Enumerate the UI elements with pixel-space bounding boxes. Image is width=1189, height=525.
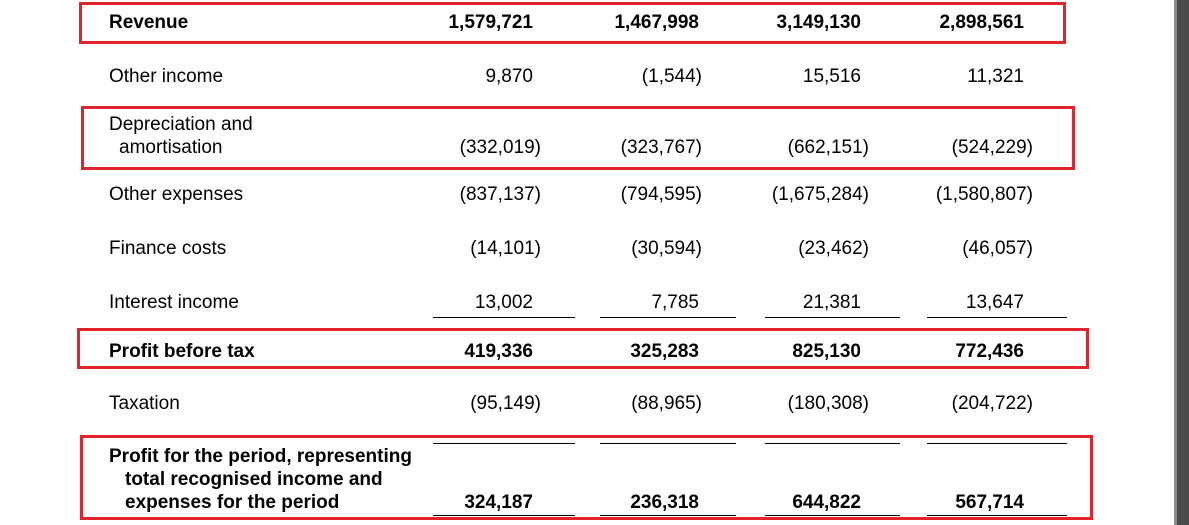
taxation-label: Taxation [109, 393, 180, 414]
other-income-value-3: 15,516 [802, 66, 861, 87]
other-expenses-value-2: (794,595) [620, 184, 702, 205]
finance-costs-value-4: (46,057) [962, 238, 1033, 259]
taxation-value-2: (88,965) [631, 393, 702, 414]
total-rule-4 [927, 443, 1067, 444]
profit-before-tax-value-3: 825,130 [792, 341, 861, 362]
other-expenses-value-3: (1,675,284) [771, 184, 869, 205]
grand-total-rule-2 [600, 515, 736, 516]
profit-before-tax-value-1: 419,336 [464, 341, 533, 362]
highlight-box-depreciation [81, 106, 1075, 170]
finance-costs-label: Finance costs [109, 238, 227, 259]
profit-for-period-label-line-3: expenses for the period [125, 492, 340, 513]
subtotal-rule-2 [600, 317, 736, 318]
other-income-value-4: 11,321 [967, 66, 1024, 87]
profit-before-tax-label: Profit before tax [109, 341, 255, 362]
profit-before-tax-value-2: 325,283 [630, 341, 699, 362]
interest-income-label: Interest income [109, 292, 239, 313]
interest-income-value-2: 7,785 [651, 292, 699, 313]
other-income-value-2: (1,544) [641, 66, 702, 87]
finance-costs-value-1: (14,101) [470, 238, 541, 259]
revenue-label: Revenue [109, 12, 189, 33]
viewer-scroll-gutter[interactable] [1177, 0, 1189, 525]
subtotal-rule-3 [765, 317, 900, 318]
taxation-value-1: (95,149) [470, 393, 541, 414]
other-expenses-value-4: (1,580,807) [935, 184, 1033, 205]
taxation-value-4: (204,722) [951, 393, 1033, 414]
interest-income-value-1: 13,002 [474, 292, 533, 313]
other-income-value-1: 9,870 [485, 66, 533, 87]
profit-for-period-value-4: 567,714 [955, 492, 1024, 513]
total-rule-2 [600, 443, 736, 444]
total-rule-3 [765, 443, 900, 444]
grand-total-rule-3 [765, 515, 900, 516]
subtotal-rule-4 [927, 317, 1067, 318]
profit-before-tax-value-4: 772,436 [955, 341, 1024, 362]
left-margin [0, 0, 14, 525]
depreciation-label-line-2: amortisation [119, 137, 223, 158]
viewer-edge [1174, 0, 1177, 525]
highlight-box-profit-for-period [80, 435, 1093, 520]
highlight-box-profit-before-tax [77, 328, 1089, 369]
profit-for-period-value-2: 236,318 [630, 492, 699, 513]
depreciation-value-1: (332,019) [459, 137, 541, 158]
profit-for-period-value-1: 324,187 [464, 492, 533, 513]
other-income-label: Other income [109, 66, 224, 87]
total-rule-1 [433, 443, 575, 444]
revenue-value-3: 3,149,130 [776, 12, 861, 33]
grand-total-rule-4 [927, 515, 1067, 516]
revenue-value-2: 1,467,998 [614, 12, 699, 33]
taxation-value-3: (180,308) [787, 393, 869, 414]
other-expenses-label: Other expenses [109, 184, 244, 205]
subtotal-rule-1 [433, 317, 575, 318]
finance-costs-value-3: (23,462) [798, 238, 869, 259]
finance-costs-value-2: (30,594) [631, 238, 702, 259]
depreciation-value-4: (524,229) [951, 137, 1033, 158]
other-expenses-value-1: (837,137) [459, 184, 541, 205]
depreciation-value-3: (662,151) [787, 137, 869, 158]
grand-total-rule-1 [433, 515, 575, 516]
profit-for-period-label-line-1: Profit for the period, representing [109, 446, 412, 467]
revenue-value-1: 1,579,721 [448, 12, 533, 33]
revenue-value-4: 2,898,561 [939, 12, 1024, 33]
profit-for-period-value-3: 644,822 [792, 492, 861, 513]
profit-for-period-label-line-2: total recognised income and [125, 469, 383, 490]
depreciation-value-2: (323,767) [620, 137, 702, 158]
document-page: Revenue 1,579,721 1,467,998 3,149,130 2,… [14, 0, 1174, 525]
interest-income-value-4: 13,647 [965, 292, 1024, 313]
depreciation-label-line-1: Depreciation and [109, 114, 253, 135]
interest-income-value-3: 21,381 [802, 292, 861, 313]
highlight-box-revenue [79, 2, 1066, 44]
